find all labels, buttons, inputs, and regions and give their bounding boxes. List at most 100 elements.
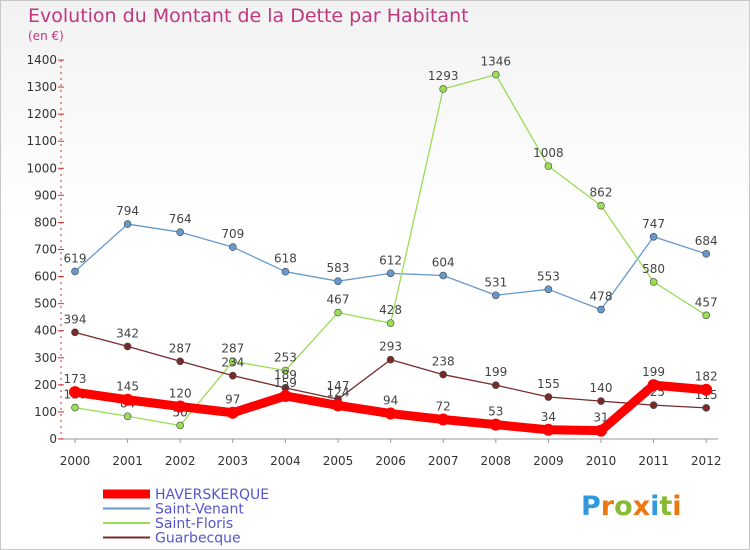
data-point [595,424,607,437]
data-point [334,277,342,285]
data-point [121,393,134,406]
data-label: 862 [590,186,613,200]
data-label: 287 [169,341,192,355]
data-label: 140 [590,381,613,395]
data-point [229,243,237,251]
data-label: 53 [488,405,503,419]
data-point [332,399,344,412]
x-tick-label: 2001 [112,454,143,468]
data-label: 159 [274,376,297,390]
series-guarbecque: 394342287234189147293238199155140125115 [64,312,718,412]
legend: HAVERSKERQUESaint-VenantSaint-FlorisGuar… [103,487,269,547]
data-point [702,311,711,320]
data-label: 747 [642,217,665,231]
data-label: 709 [221,227,244,241]
legend-label: Guarbecque [155,531,241,547]
logo-letter: P [581,491,601,522]
y-tick-label: 1400 [26,53,57,67]
data-label: 199 [642,365,665,379]
data-point [700,383,713,396]
data-label: 583 [327,261,350,275]
data-label: 619 [64,251,87,265]
data-label: 155 [537,377,560,391]
data-point [544,162,553,170]
data-label: 467 [327,293,350,307]
data-point [597,397,605,405]
legend-label: Saint-Venant [155,502,244,518]
data-label: 182 [695,370,718,384]
data-point [649,401,658,409]
data-point [71,328,79,337]
data-point [647,379,660,392]
data-point [176,421,184,430]
data-label: 580 [642,262,665,276]
data-point [71,267,79,276]
data-label: 1293 [428,69,459,83]
data-label: 173 [64,372,87,386]
data-label: 34 [541,410,556,424]
y-tick-label: 100 [34,405,57,419]
data-point [229,357,237,366]
data-point [281,267,290,276]
x-tick-label: 2006 [375,454,406,468]
logo-letter: i [672,491,681,522]
x-tick-label: 2004 [270,454,301,468]
logo-letter: r [601,491,615,522]
x-tick-label: 2003 [218,454,249,468]
x-tick-label: 2010 [586,454,617,468]
axes: 0 100 200 300 400 500 600 700 800 900 1000 1100 1200… [26,53,721,468]
data-label: 124 [327,385,350,399]
data-label: 1008 [533,146,564,160]
data-point [281,366,290,375]
x-tick-label: 2011 [638,454,669,468]
y-tick-label: 1300 [26,80,57,94]
data-label: 199 [484,365,507,379]
data-point [279,389,292,402]
data-point [491,381,500,389]
data-point [597,201,605,210]
x-tick-label: 2005 [323,454,354,468]
data-label: 234 [221,356,244,370]
data-label: 553 [537,269,560,283]
x-tick-label: 2009 [533,454,564,468]
y-tick-label: 800 [34,215,57,229]
chart-title: Evolution du Montant de la Dette par Hab… [28,5,469,27]
data-label: 764 [169,212,192,226]
data-label: 287 [221,341,244,355]
y-tick-label: 0 [49,432,57,446]
data-point [439,370,448,379]
data-label: 618 [274,252,297,266]
data-label: 478 [590,290,613,304]
data-label: 97 [225,393,240,407]
data-label: 612 [379,253,402,267]
y-tick-label: 1200 [26,107,57,121]
data-point [174,400,187,413]
data-label: 238 [432,355,455,369]
y-tick-label: 300 [34,351,57,365]
y-tick-label: 400 [34,324,57,338]
data-point [384,407,397,420]
data-label: 1346 [481,55,512,69]
data-point [437,413,450,426]
data-point [334,308,342,317]
data-label: 120 [169,387,192,401]
legend-label: HAVERSKERQUE [155,487,269,503]
data-point [439,85,448,93]
data-point [544,285,553,294]
data-point [597,305,605,314]
x-tick-label: 2002 [165,454,196,468]
y-tick-label: 900 [34,188,57,202]
data-label: 428 [379,303,402,317]
data-label: 147 [327,379,350,393]
data-point [386,319,395,327]
data-label: 253 [274,351,297,365]
data-point [491,70,500,79]
y-tick-label: 1000 [26,161,57,175]
data-label: 394 [64,312,87,326]
logo-letter: i [650,491,659,522]
logo-letter: x [633,491,650,522]
y-tick-label: 1100 [26,134,57,148]
y-tick-label: 500 [34,297,57,311]
data-label: 293 [379,340,402,354]
proxiti-logo: Proxiti [581,491,682,522]
